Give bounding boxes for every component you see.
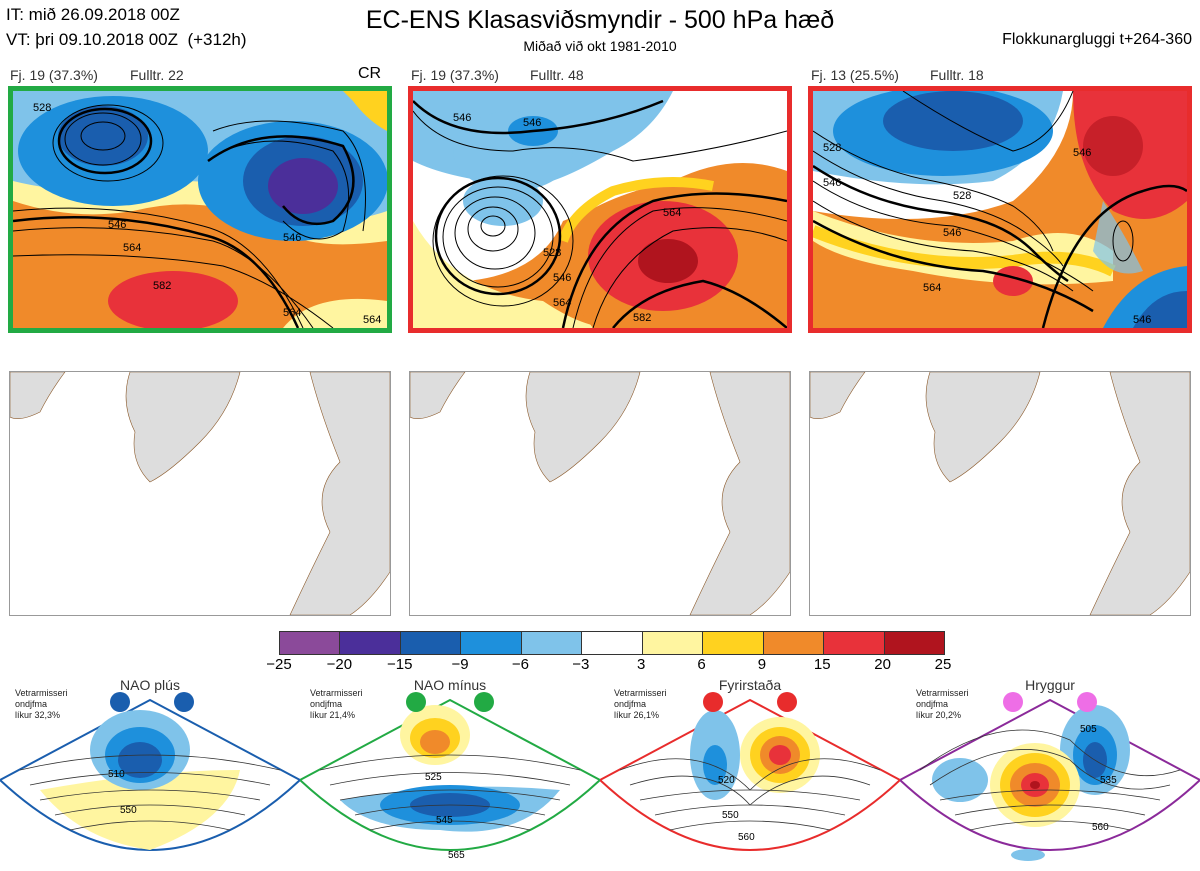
c2-contour-564: 564 bbox=[663, 207, 681, 219]
block-label-520: 520 bbox=[718, 775, 735, 786]
nao-minus-label-565: 565 bbox=[448, 850, 465, 861]
regime-title-ridge: Hryggur bbox=[1025, 677, 1075, 693]
nao-minus-label-545: 545 bbox=[436, 815, 453, 826]
c3-contour-546d: 546 bbox=[1133, 314, 1151, 326]
regime-title-nao-minus: NAO mínus bbox=[413, 677, 487, 693]
cluster-1-label: Fj. 19 (37.3%) bbox=[10, 67, 98, 83]
colorbar-cell bbox=[582, 632, 643, 654]
colorbar-cell bbox=[461, 632, 522, 654]
ridge-label-535: 535 bbox=[1100, 775, 1117, 786]
colorbar-cell bbox=[824, 632, 885, 654]
regime-title-nao-plus: NAO plús bbox=[120, 677, 180, 693]
colorbar-cell bbox=[280, 632, 341, 654]
cluster-2-label: Fj. 19 (37.3%) bbox=[411, 67, 499, 83]
nao-minus-label-525: 525 bbox=[425, 772, 442, 783]
colorbar-cell bbox=[340, 632, 401, 654]
c1-contour-564b: 564 bbox=[283, 307, 301, 319]
empty-map-1 bbox=[9, 371, 391, 616]
block-label-550: 550 bbox=[722, 810, 739, 821]
colorbar-tick-label: 9 bbox=[757, 656, 767, 673]
empty-map-2 bbox=[409, 371, 791, 616]
colorbar-cell bbox=[521, 632, 583, 654]
c3-contour-546b: 546 bbox=[823, 177, 841, 189]
colorbar-tick-label: −9 bbox=[451, 656, 469, 673]
colorbar-cell bbox=[400, 632, 462, 654]
page-title: EC-ENS Klasasviðsmyndir - 500 hPa hæð bbox=[365, 6, 835, 34]
page-subtitle: Miðað við okt 1981-2010 bbox=[523, 38, 677, 54]
block-label-560: 560 bbox=[738, 832, 755, 843]
c3-contour-528b: 528 bbox=[953, 190, 971, 202]
cluster-map-3: 528 546 528 546 564 546 546 bbox=[808, 86, 1192, 333]
cluster-map-1: 546 564 582 546 564 564 528 bbox=[8, 86, 392, 333]
regime-prob-ridge: Vetrarmisseri ondjfma líkur 20,2% bbox=[916, 688, 969, 720]
c1-contour-546b: 546 bbox=[283, 232, 301, 244]
init-time: IT: mið 26.09.2018 00Z bbox=[6, 5, 180, 24]
cluster-3-label: Fj. 13 (25.5%) bbox=[811, 67, 899, 83]
c3-contour-528: 528 bbox=[823, 142, 841, 154]
c2-contour-582: 582 bbox=[633, 312, 651, 324]
c3-contour-564: 564 bbox=[923, 282, 941, 294]
colorbar-tick-label: 20 bbox=[874, 656, 891, 673]
cluster-map-2: 546 546 528 546 564 564 582 bbox=[408, 86, 792, 333]
regime-nao-minus: 525 545 565 NAO mínus Vetrarmisseri ondj… bbox=[300, 677, 600, 870]
colorbar-tick-label: −20 bbox=[326, 656, 353, 673]
cluster-1-tag: CR bbox=[358, 65, 382, 82]
colorbar-tick-label: 25 bbox=[934, 656, 952, 673]
cluster-1-rep: Fulltr. 22 bbox=[130, 67, 184, 83]
c2-contour-546: 546 bbox=[453, 112, 471, 124]
c2-contour-528: 528 bbox=[543, 247, 561, 259]
colorbar-tick-label: 3 bbox=[637, 656, 646, 673]
regime-blocking: 520 550 560 Fyrirstaða Vetrarmisseri ond… bbox=[600, 677, 900, 870]
empty-map-3 bbox=[809, 371, 1191, 616]
classification-window: Flokkunargluggi t+264-360 bbox=[1002, 31, 1192, 48]
colorbar-tick-label: −6 bbox=[511, 656, 530, 673]
regime-prob-blocking: Vetrarmisseri ondjfma líkur 26,1% bbox=[614, 688, 667, 720]
c2-contour-546c: 546 bbox=[553, 272, 571, 284]
c3-contour-546c: 546 bbox=[1073, 147, 1091, 159]
regime-title-blocking: Fyrirstaða bbox=[718, 677, 782, 693]
c3-contour-546: 546 bbox=[943, 227, 961, 239]
c1-contour-528: 528 bbox=[33, 102, 51, 114]
colorbar-tick-label: −3 bbox=[572, 656, 590, 673]
c2-contour-564b: 564 bbox=[553, 297, 571, 309]
colorbar-cell bbox=[763, 632, 825, 654]
colorbar-cell bbox=[703, 632, 764, 654]
nao-plus-label-550: 550 bbox=[120, 805, 137, 816]
anomaly-colorbar bbox=[279, 631, 945, 655]
c1-contour-582: 582 bbox=[153, 280, 171, 292]
regime-prob-nao-plus: Vetrarmisseri ondjfma líkur 32,3% bbox=[15, 688, 68, 720]
colorbar-cell bbox=[642, 632, 704, 654]
regime-nao-plus: 510 550 NAO plús Vetrarmisseri ondjfma l… bbox=[0, 677, 300, 870]
colorbar-cell bbox=[884, 632, 944, 654]
colorbar-tick-label: −15 bbox=[386, 656, 413, 673]
ridge-label-560: 560 bbox=[1092, 822, 1109, 833]
regime-prob-nao-minus: Vetrarmisseri ondjfma líkur 21,4% bbox=[310, 688, 363, 720]
ridge-label-505: 505 bbox=[1080, 724, 1097, 735]
colorbar-tick-label: 6 bbox=[697, 656, 706, 673]
regime-ridge: 505 535 560 Hryggur Vetrarmisseri ondjfm… bbox=[900, 677, 1200, 870]
cluster-2-rep: Fulltr. 48 bbox=[530, 67, 584, 83]
c2-contour-546b: 546 bbox=[523, 117, 541, 129]
valid-time: VT: þri 09.10.2018 00Z (+312h) bbox=[6, 30, 247, 49]
c1-contour-546: 546 bbox=[108, 219, 126, 231]
c1-contour-564c: 564 bbox=[363, 314, 381, 326]
cluster-3-rep: Fulltr. 18 bbox=[930, 67, 984, 83]
colorbar-tick-label: −25 bbox=[266, 656, 292, 673]
colorbar-tick-label: 15 bbox=[813, 656, 831, 673]
c1-contour-564: 564 bbox=[123, 242, 141, 254]
nao-plus-label-510: 510 bbox=[108, 769, 125, 780]
